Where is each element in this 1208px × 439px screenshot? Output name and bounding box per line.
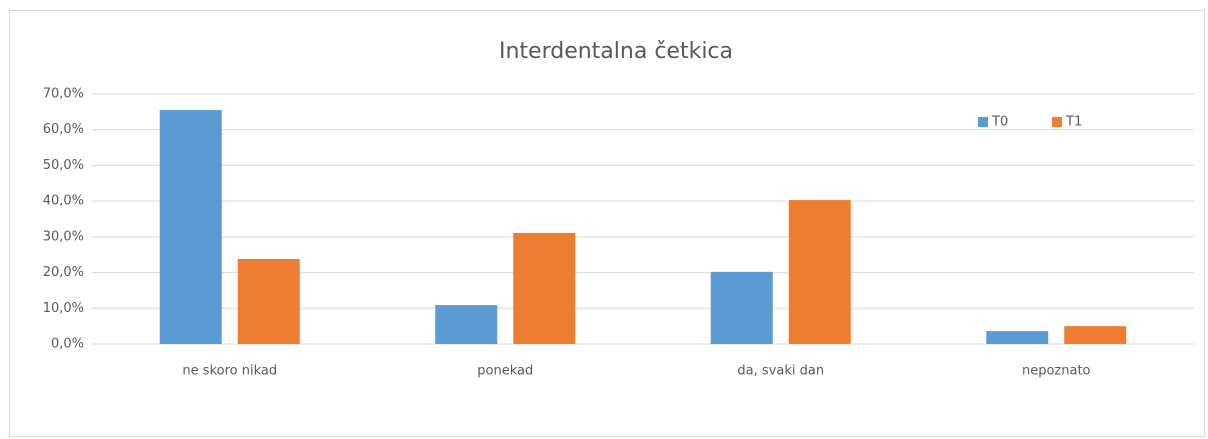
x-tick-label: nepoznato [1022,364,1091,379]
y-tick-label: 0,0% [51,337,84,352]
y-tick-label: 60,0% [43,122,84,137]
chart-title: Interdentalna četkica [499,39,733,64]
y-tick-label: 70,0% [43,87,84,102]
y-tick-label: 40,0% [43,194,84,209]
bar [435,305,498,344]
bar [1064,326,1127,344]
y-tick-label: 50,0% [43,158,84,173]
bar [710,271,773,344]
x-tick-label: ponekad [477,364,533,379]
y-tick-label: 10,0% [43,301,84,316]
bar [159,110,222,344]
legend-label: T1 [1065,115,1082,130]
x-tick-label: ne skoro nikad [182,364,277,379]
legend-label: T0 [991,115,1008,130]
bar [986,331,1049,344]
bar [237,259,300,344]
legend-swatch [1052,117,1062,127]
legend-swatch [978,117,988,127]
bar [788,200,851,344]
bar [513,232,576,344]
y-tick-label: 30,0% [43,229,84,244]
x-tick-label: da, svaki dan [737,364,824,379]
y-tick-label: 20,0% [43,265,84,280]
